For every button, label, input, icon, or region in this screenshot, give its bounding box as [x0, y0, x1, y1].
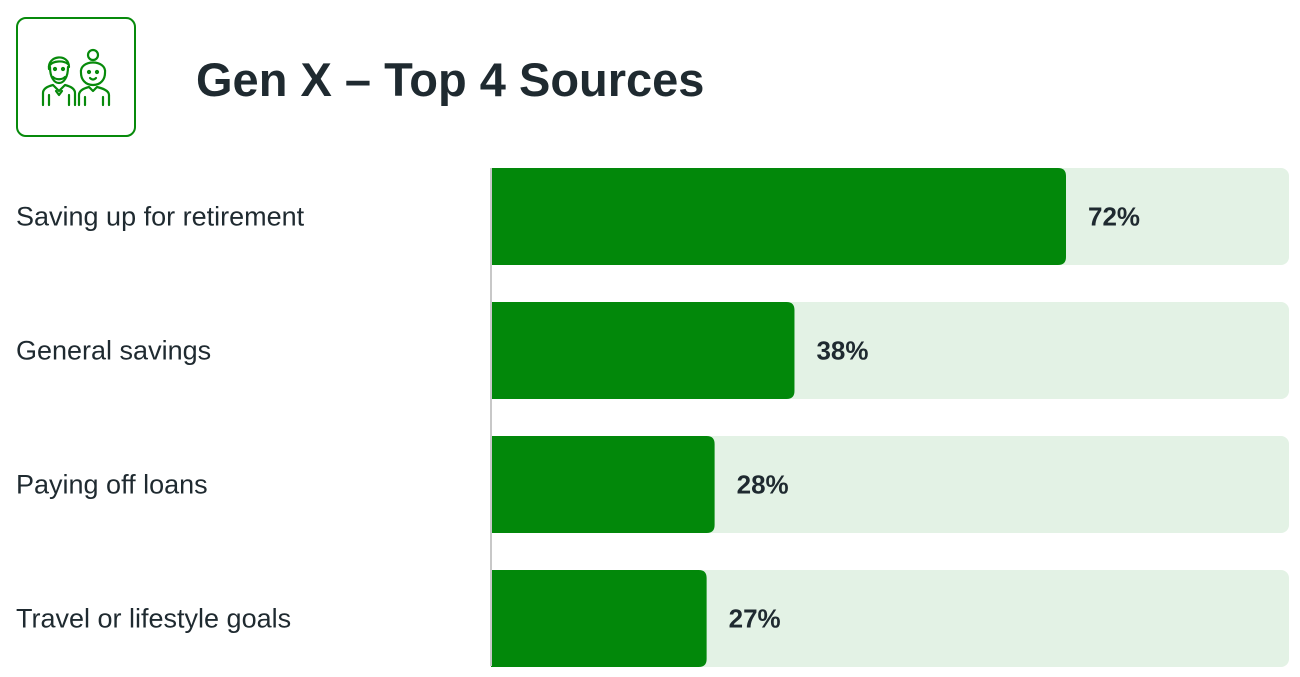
- bar: [491, 436, 715, 533]
- bars-group: Saving up for retirement 72% General savin…: [16, 168, 1289, 667]
- icon-card: [16, 17, 136, 137]
- bar: [491, 570, 707, 667]
- value-label: 72%: [1088, 202, 1140, 232]
- category-label: Saving up for retirement: [16, 202, 305, 232]
- category-label: Paying off loans: [16, 470, 208, 500]
- value-label: 28%: [737, 470, 789, 500]
- page-title: Gen X – Top 4 Sources: [196, 53, 705, 106]
- bar: [491, 168, 1066, 265]
- category-label: Travel or lifestyle goals: [16, 604, 291, 634]
- category-label: General savings: [16, 336, 211, 366]
- value-label: 27%: [729, 604, 781, 634]
- bar: [491, 302, 795, 399]
- value-label: 38%: [816, 336, 868, 366]
- couple-icon: [41, 48, 111, 107]
